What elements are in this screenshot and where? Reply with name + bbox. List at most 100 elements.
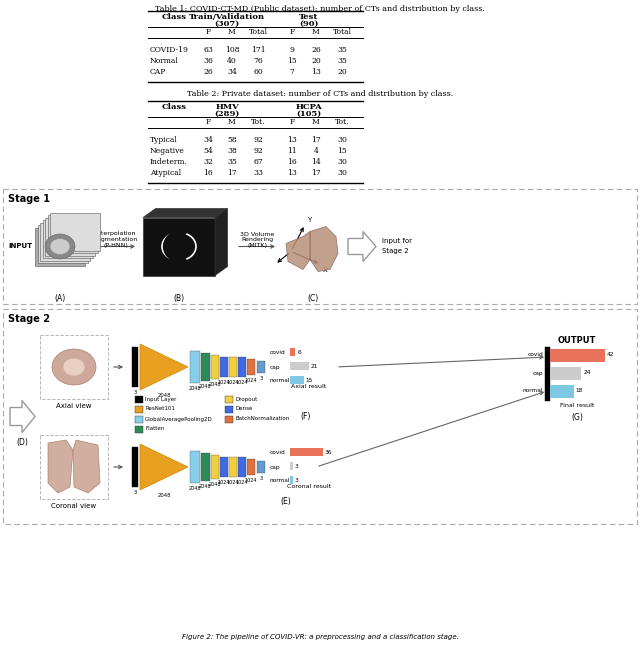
Text: 30: 30 — [337, 136, 347, 144]
Text: 7: 7 — [289, 68, 294, 76]
Bar — [290, 448, 323, 456]
Text: 2048: 2048 — [209, 382, 221, 387]
Text: (F): (F) — [301, 413, 311, 421]
Bar — [201, 453, 210, 481]
Text: 42: 42 — [607, 352, 614, 358]
Bar — [135, 426, 143, 433]
Text: 3D Volume: 3D Volume — [240, 232, 274, 236]
Text: 30: 30 — [337, 169, 347, 177]
Text: 92: 92 — [253, 147, 263, 155]
Text: covid: covid — [270, 450, 285, 456]
Text: 33: 33 — [253, 169, 263, 177]
Bar — [47, 215, 97, 253]
Text: Figure 2: The pipeline of COVID-VR: a preprocessing and a classification stage.: Figure 2: The pipeline of COVID-VR: a pr… — [182, 634, 458, 640]
Text: 3: 3 — [259, 476, 262, 481]
Text: Axial view: Axial view — [56, 403, 92, 409]
Polygon shape — [10, 400, 35, 432]
Text: 20: 20 — [337, 68, 347, 76]
Text: 30: 30 — [337, 158, 347, 166]
Bar — [257, 461, 265, 473]
Bar — [290, 362, 309, 370]
Text: Tot.: Tot. — [335, 118, 349, 126]
Bar — [290, 376, 303, 384]
Text: HCPA: HCPA — [296, 103, 323, 111]
Bar — [42, 220, 93, 258]
Text: 13: 13 — [287, 136, 297, 144]
Text: X: X — [323, 267, 328, 273]
Bar — [190, 451, 200, 483]
Text: Coronal result: Coronal result — [287, 484, 331, 489]
Ellipse shape — [50, 238, 70, 254]
Text: 17: 17 — [227, 169, 237, 177]
Text: 17: 17 — [311, 136, 321, 144]
Wedge shape — [163, 230, 187, 262]
Text: 3: 3 — [294, 478, 298, 484]
Text: (MITK): (MITK) — [247, 243, 267, 249]
Text: 1024: 1024 — [218, 480, 230, 485]
Text: 16: 16 — [203, 169, 213, 177]
Bar — [290, 476, 292, 484]
Text: Typical: Typical — [150, 136, 178, 144]
Bar — [247, 359, 255, 375]
Bar — [135, 416, 143, 423]
Text: 26: 26 — [311, 46, 321, 54]
Text: 2048: 2048 — [189, 486, 201, 491]
Text: INPUT: INPUT — [8, 243, 32, 249]
Text: M: M — [312, 28, 320, 36]
Bar — [45, 217, 95, 256]
Text: (D): (D) — [16, 439, 28, 448]
Bar — [238, 357, 246, 377]
Text: 58: 58 — [227, 136, 237, 144]
Text: 1024: 1024 — [227, 380, 239, 385]
Text: 34: 34 — [227, 68, 237, 76]
Text: cap: cap — [532, 371, 543, 376]
Text: Class: Class — [161, 13, 186, 21]
Text: (289): (289) — [214, 110, 239, 117]
Text: 34: 34 — [203, 136, 213, 144]
Text: F: F — [289, 118, 294, 126]
Text: Dense: Dense — [235, 406, 252, 411]
Text: OUTPUT: OUTPUT — [558, 336, 596, 345]
Text: 36: 36 — [203, 57, 213, 65]
Text: 15: 15 — [305, 378, 313, 384]
Bar — [40, 335, 108, 399]
Text: 36: 36 — [324, 450, 332, 456]
Text: 171: 171 — [251, 46, 266, 54]
Bar — [40, 223, 90, 260]
Text: 3: 3 — [133, 490, 136, 495]
Text: F: F — [289, 28, 294, 36]
Text: 35: 35 — [337, 57, 347, 65]
Bar — [550, 385, 573, 398]
Text: 16: 16 — [287, 158, 297, 166]
Text: 3: 3 — [259, 376, 262, 381]
Text: Table 1: COVID-CT-MD (Public dataset): number of CTs and distribution by class.: Table 1: COVID-CT-MD (Public dataset): n… — [155, 5, 485, 13]
Text: 2048: 2048 — [199, 484, 211, 489]
Text: Test: Test — [300, 13, 319, 21]
Text: 2048: 2048 — [209, 482, 221, 487]
Text: (90): (90) — [300, 19, 319, 27]
Bar — [35, 228, 85, 265]
Text: 21: 21 — [311, 365, 318, 369]
Ellipse shape — [45, 234, 75, 259]
Text: Dropout: Dropout — [235, 397, 257, 402]
Text: Input Layer: Input Layer — [145, 397, 177, 402]
Text: Atypical: Atypical — [150, 169, 181, 177]
Bar — [229, 357, 237, 377]
Text: M: M — [312, 118, 320, 126]
Text: 1024: 1024 — [227, 480, 239, 485]
Text: (G): (G) — [571, 413, 583, 422]
Text: Table 2: Private dataset: number of CTs and distribution by class.: Table 2: Private dataset: number of CTs … — [187, 90, 453, 98]
Text: F: F — [205, 118, 211, 126]
Text: 4: 4 — [314, 147, 319, 155]
Text: 67: 67 — [253, 158, 263, 166]
Text: covid: covid — [527, 352, 543, 358]
Text: M: M — [228, 28, 236, 36]
Text: 63: 63 — [203, 46, 213, 54]
Text: 26: 26 — [203, 68, 213, 76]
Text: normal: normal — [270, 378, 291, 384]
Text: covid: covid — [270, 350, 285, 356]
Polygon shape — [140, 444, 188, 490]
Text: Stage 2: Stage 2 — [8, 314, 50, 324]
Text: 76: 76 — [253, 57, 263, 65]
Text: 2048: 2048 — [189, 386, 201, 391]
